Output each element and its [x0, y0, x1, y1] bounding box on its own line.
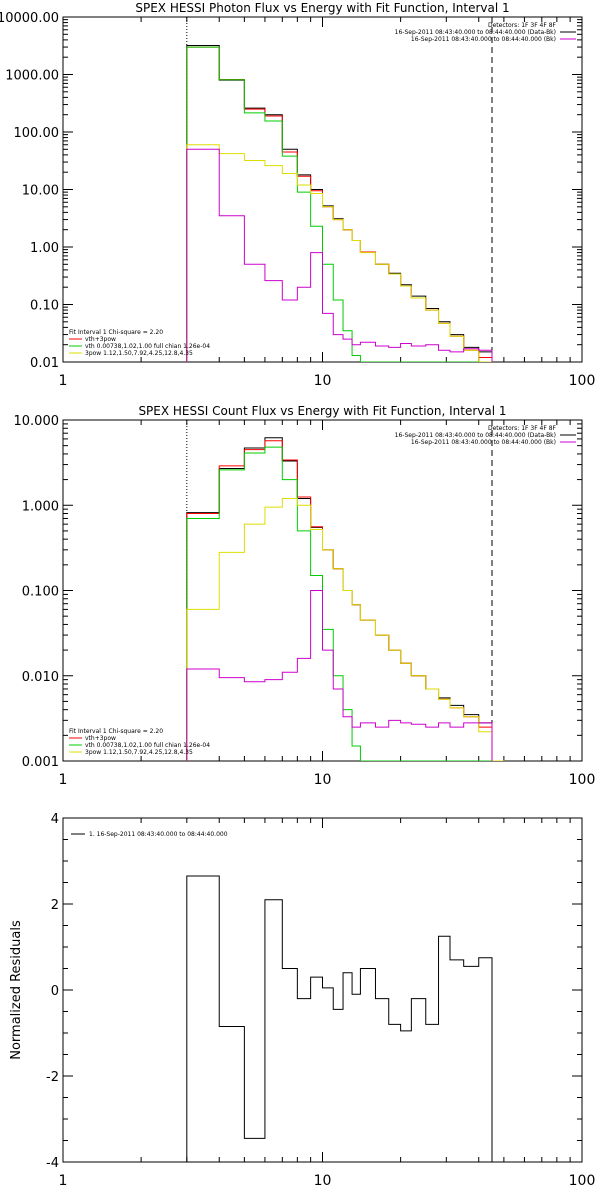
series-data_bk — [186, 44, 493, 362]
chart-panel-2: SPEX HESSI Count Flux vs Energy with Fit… — [14, 404, 596, 788]
y-tick-label: 10.000 — [14, 414, 60, 429]
legend-text: Detectors: 1F 3F 4F 8F — [488, 22, 557, 29]
legend-text: 16-Sep-2011 08:43:40.000 to 08:44:40.000… — [395, 432, 556, 439]
y-tick-label: -4 — [46, 1156, 59, 1171]
legend-text: 16-Sep-2011 08:43:40.000 to 08:44:40.000… — [395, 29, 556, 36]
series-fit_total — [186, 46, 493, 362]
y-tick-label: 10.00 — [22, 184, 59, 199]
y-tick-label: 1.000 — [22, 499, 59, 514]
legend-text: vth+3pow — [85, 735, 116, 742]
y-axis-label: Normalized Residuals — [9, 920, 24, 1060]
x-tick-label: 10 — [314, 373, 332, 389]
legend-text: 1. 16-Sep-2011 08:43:40.000 to 08:44:40.… — [89, 831, 228, 838]
legend-text: Detectors: 1F 3F 4F 8F — [488, 425, 557, 432]
legend-text: Fit Interval 1 Chi-square = 2.20 — [69, 728, 163, 735]
x-tick-label: 1 — [59, 373, 68, 389]
y-tick-label: 10000.00 — [0, 11, 59, 26]
y-tick-label: 100.00 — [14, 126, 60, 141]
legend-text: vth+3pow — [85, 336, 116, 343]
x-tick-label: 100 — [569, 772, 596, 788]
chart-panel-3: Normalized Residuals 1 10 100 -4 -2 0 2 4 1. 16-S… — [9, 812, 595, 1189]
legend-text: 16-Sep-2011 08:43:40.000 to 08:44:40.000… — [411, 439, 556, 446]
y-tick-label: 0.001 — [22, 755, 59, 770]
y-tick-label: 1.00 — [30, 241, 59, 256]
legend-text: 3pow 1.12,1.50,7.92,4.25,12.8,4.35 — [85, 749, 193, 756]
legend-text: vth 0.00738,1.02,1.00 full chian 1.26e-0… — [85, 343, 210, 350]
chart-title: SPEX HESSI Photon Flux vs Energy with Fi… — [135, 1, 509, 15]
y-tick-label: 0 — [51, 984, 59, 999]
series-pow — [186, 498, 505, 761]
legend-text: Fit Interval 1 Chi-square = 2.20 — [69, 329, 163, 336]
series-bk — [186, 590, 493, 761]
series-pow — [186, 144, 493, 362]
y-tick-label: 4 — [51, 812, 59, 827]
legend-text: 16-Sep-2011 08:43:40.000 to 08:44:40.000… — [411, 36, 556, 43]
series-residuals — [186, 875, 493, 1162]
series-bk — [186, 148, 493, 362]
series-group — [186, 437, 505, 761]
x-tick-label: 100 — [569, 373, 596, 389]
chart-panel-1: SPEX HESSI Photon Flux vs Energy with Fi… — [0, 1, 595, 389]
series-group — [186, 875, 493, 1162]
y-tick-label: 0.100 — [22, 585, 59, 600]
y-tick-label: 0.10 — [30, 299, 59, 314]
y-tick-label: -2 — [46, 1070, 59, 1085]
x-tick-label: 100 — [569, 1173, 596, 1189]
y-tick-label: 0.010 — [22, 670, 59, 685]
x-tick-label: 1 — [59, 772, 68, 788]
plot-frame — [62, 817, 583, 1163]
x-tick-label: 10 — [314, 772, 332, 788]
series-vth — [186, 46, 493, 362]
y-tick-label: 0.01 — [30, 356, 59, 371]
y-tick-label: 2 — [51, 898, 59, 913]
y-tick-label: 1000.00 — [5, 69, 59, 84]
x-tick-label: 10 — [314, 1173, 332, 1189]
legend-text: vth 0.00738,1.02,1.00 full chian 1.26e-0… — [85, 742, 210, 749]
x-tick-label: 1 — [59, 1173, 68, 1189]
series-vth — [186, 446, 505, 761]
chart-title: SPEX HESSI Count Flux vs Energy with Fit… — [138, 404, 506, 418]
legend-text: 3pow 1.12,1.50,7.92,4.25,12.8,4.35 — [85, 350, 193, 357]
series-group — [186, 44, 493, 362]
